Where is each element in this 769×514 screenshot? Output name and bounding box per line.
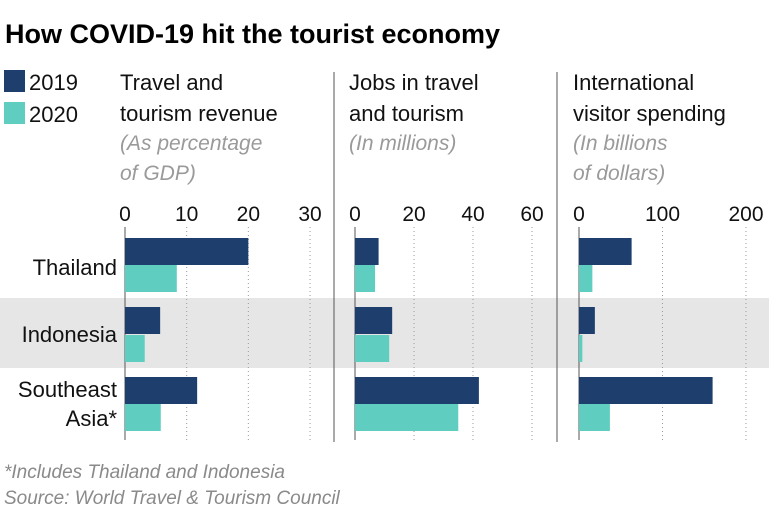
panel-1-subtitle-line: of GDP) [120, 162, 196, 185]
panel-3-subtitle-line: of dollars) [573, 162, 665, 185]
panel-3-subtitle-line: (In billions [573, 132, 668, 155]
panel-3-title-line: International [573, 70, 694, 95]
bar-3-2019-1 [579, 307, 595, 334]
panel-2-subtitle-line: (In millions) [349, 132, 456, 155]
legend-label-2020: 2020 [29, 102, 78, 127]
category-label-1: Indonesia [22, 322, 118, 347]
footnote-2: Source: World Travel & Tourism Council [4, 488, 341, 509]
category-label-2: Asia* [66, 406, 118, 431]
legend-swatch-2020 [4, 102, 25, 124]
chart-title: How COVID-19 hit the tourist economy [5, 19, 500, 49]
bar-1-2020-2 [125, 404, 161, 431]
bar-3-2019-0 [579, 238, 632, 265]
bar-2-2019-1 [355, 307, 393, 334]
tick-label-3-200: 200 [728, 203, 763, 226]
bar-3-2020-1 [579, 335, 583, 362]
bar-3-2019-2 [579, 377, 713, 404]
panel-1-title-line: tourism revenue [120, 101, 278, 126]
bar-2-2019-0 [355, 238, 379, 265]
footnote-1: *Includes Thailand and Indonesia [4, 462, 285, 483]
panel-3-title-line: visitor spending [573, 101, 726, 126]
bar-1-2020-0 [125, 265, 177, 292]
tick-label-2-20: 20 [402, 203, 425, 226]
legend-label-2019: 2019 [29, 70, 78, 95]
category-label-2: Southeast [18, 377, 117, 402]
bar-1-2019-0 [125, 238, 249, 265]
tick-label-1-30: 30 [298, 203, 321, 226]
tick-label-1-0: 0 [119, 203, 131, 226]
tick-label-2-60: 60 [520, 203, 543, 226]
panel-1-title-line: Travel and [120, 70, 223, 95]
tick-label-2-40: 40 [461, 203, 484, 226]
panel-2-title-line: Jobs in travel [349, 70, 479, 95]
tick-label-3-0: 0 [573, 203, 585, 226]
bar-2-2019-2 [355, 377, 479, 404]
bar-1-2019-2 [125, 377, 198, 404]
bar-2-2020-1 [355, 335, 390, 362]
bar-3-2020-0 [579, 265, 593, 292]
category-label-0: Thailand [33, 255, 117, 280]
bar-3-2020-2 [579, 404, 610, 431]
bar-1-2020-1 [125, 335, 145, 362]
bar-2-2020-2 [355, 404, 459, 431]
bar-1-2019-1 [125, 307, 161, 334]
tick-label-3-100: 100 [645, 203, 680, 226]
panel-1-subtitle-line: (As percentage [120, 132, 262, 155]
legend-swatch-2019 [4, 70, 25, 92]
tick-label-1-10: 10 [175, 203, 198, 226]
tick-label-2-0: 0 [349, 203, 361, 226]
bar-2-2020-0 [355, 265, 376, 292]
panel-2-title-line: and tourism [349, 101, 464, 126]
tick-label-1-20: 20 [237, 203, 260, 226]
